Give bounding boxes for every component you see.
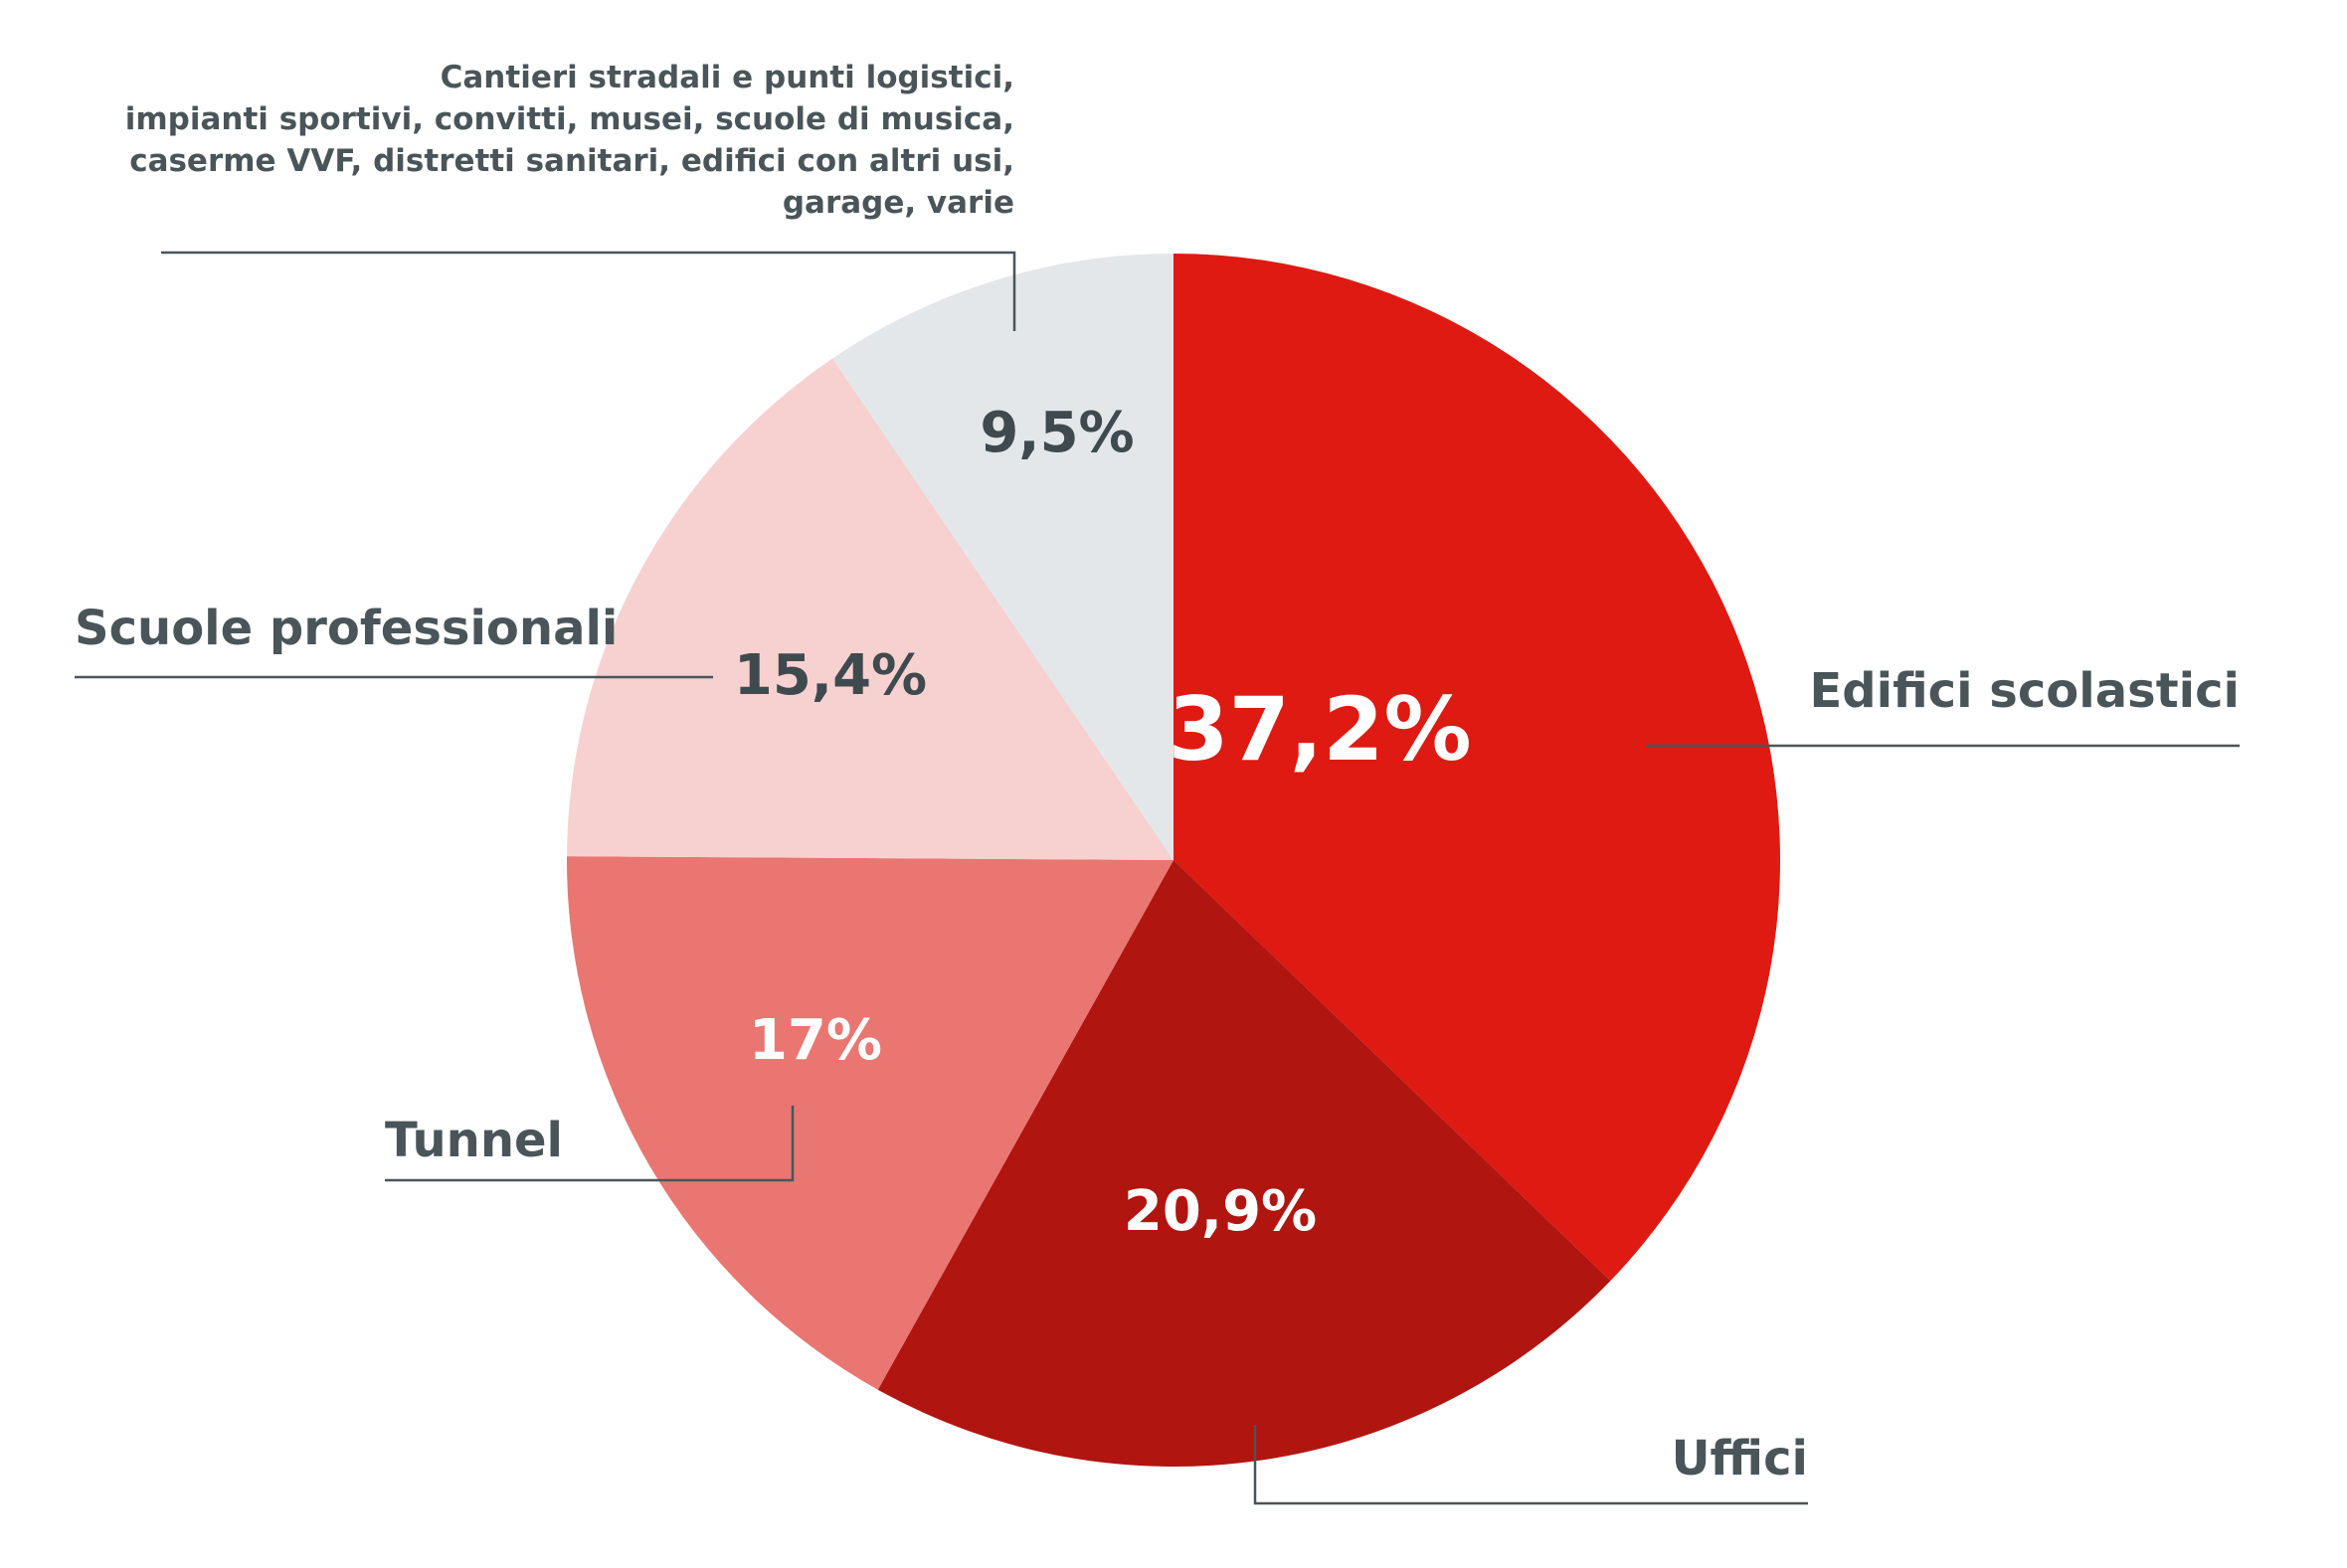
leader-line-tunnel — [385, 1106, 795, 1182]
category-label-other-line-3: caserme VVF, distretti sanitari, edifici… — [129, 143, 1014, 179]
value-label-scuole-professionali: 15,4% — [734, 643, 927, 708]
pie-slices — [566, 254, 1781, 1467]
category-label-scuole-professionali: Scuole professionali — [75, 601, 618, 656]
leader-line-uffici — [1253, 1425, 1808, 1505]
category-label-other-line-4: garage, varie — [783, 185, 1014, 221]
value-label-tunnel: 17% — [749, 1008, 882, 1073]
pie-slice-scuole-professionali — [567, 358, 1174, 860]
category-label-tunnel: Tunnel — [385, 1113, 563, 1168]
category-label-other-line-2: impianti sportivi, convitti, musei, scuo… — [125, 101, 1014, 137]
value-label-other: 9,5% — [980, 401, 1134, 465]
category-label-edifici-scolastici: Edifici scolastici — [1809, 663, 2240, 719]
leader-line-other — [161, 251, 1016, 331]
pie-slice-tunnel — [566, 856, 1174, 1390]
pie-slice-edifici-scolastici — [1174, 254, 1781, 1282]
category-label-other-line-1: Cantieri stradali e punti logistici, — [441, 60, 1014, 95]
value-label-edifici-scolastici: 37,2% — [1168, 678, 1471, 781]
category-label-uffici: Uffici — [1672, 1431, 1808, 1486]
pie-slice-other — [832, 254, 1174, 860]
pie-slice-uffici — [877, 860, 1611, 1467]
value-label-uffici: 20,9% — [1124, 1179, 1317, 1244]
